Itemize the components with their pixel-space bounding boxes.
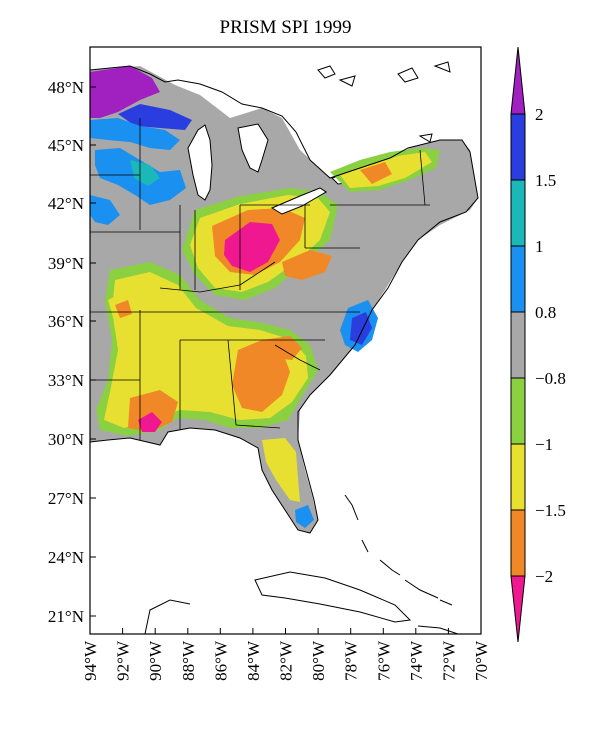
lake-erie-top <box>270 187 327 215</box>
region-dry-magenta-gulf <box>138 412 162 432</box>
lake-michigan <box>187 124 213 201</box>
colorbar-segment <box>510 179 526 247</box>
lon-label: 76°W <box>374 640 393 681</box>
region-dry-orange-ny <box>360 162 392 184</box>
lat-labels: 48°N 45°N 42°N 39°N 36°N 33°N 30°N 27°N … <box>48 78 84 626</box>
region-wet-lightblue-west <box>90 195 120 225</box>
colorbar-label: −1 <box>535 435 553 454</box>
colorbar-segment <box>510 245 526 313</box>
lat-label: 36°N <box>48 312 84 331</box>
lat-label: 27°N <box>48 489 84 508</box>
colorbar-label: −1.5 <box>535 501 566 520</box>
colorbar-label: 0.8 <box>535 303 556 322</box>
region-dry-magenta-ohio <box>224 222 280 272</box>
colorbar-label: 1.5 <box>535 171 556 190</box>
map-title: PRISM SPI 1999 <box>219 17 352 38</box>
colorbar-label: −0.8 <box>535 369 566 388</box>
coastlines <box>90 61 479 634</box>
lat-label: 30°N <box>48 430 84 449</box>
region-wet-blue-north <box>118 104 192 130</box>
colorbar-cap-bottom <box>510 575 526 643</box>
region-wet-cyan <box>130 160 160 186</box>
region-dry-orange-carolina <box>262 336 302 360</box>
colorbar-segment <box>510 509 526 577</box>
colorbar-label: −2 <box>535 567 553 586</box>
lon-ticks <box>89 628 482 634</box>
lon-label: 86°W <box>211 640 230 681</box>
region-dry-orange-mo <box>115 300 132 318</box>
region-above-2 <box>90 66 160 118</box>
lat-ticks <box>90 86 96 617</box>
colorbar-cap-top <box>510 46 526 115</box>
colorbar-label: 2 <box>535 105 544 124</box>
colorbar-segment <box>510 377 526 445</box>
region-dry-orange-ky <box>282 250 332 280</box>
lon-label: 74°W <box>407 640 426 681</box>
region-wet-lightblue-upper <box>90 118 180 150</box>
lat-label: 21°N <box>48 607 84 626</box>
lon-label: 88°W <box>179 640 198 681</box>
region-wet-lightblue-fl <box>295 505 314 528</box>
lat-label: 39°N <box>48 254 84 273</box>
colorbar-segment <box>510 311 526 379</box>
lake-huron <box>237 123 269 173</box>
lon-label: 84°W <box>244 640 263 681</box>
region-dry-yellow-florida <box>262 438 300 502</box>
lat-label: 48°N <box>48 78 84 97</box>
colorbar-label: 1 <box>535 237 544 256</box>
lon-label: 72°W <box>439 640 458 681</box>
colorbar-segment <box>510 443 526 511</box>
state-borders <box>90 118 430 440</box>
lon-label: 70°W <box>472 640 491 681</box>
lat-label: 33°N <box>48 371 84 390</box>
lon-label: 94°W <box>81 640 100 681</box>
lon-labels: 94°W 92°W 90°W 88°W 86°W 84°W 82°W 80°W … <box>81 640 491 681</box>
map-panel <box>90 47 481 634</box>
lon-label: 92°W <box>114 640 133 681</box>
colorbar-segment <box>510 113 526 181</box>
lon-label: 78°W <box>342 640 361 681</box>
lat-label: 45°N <box>48 136 84 155</box>
lat-label: 42°N <box>48 194 84 213</box>
lon-label: 82°W <box>277 640 296 681</box>
lon-label: 80°W <box>309 640 328 681</box>
lat-label: 24°N <box>48 548 84 567</box>
lon-label: 90°W <box>146 640 165 681</box>
colorbar: 2 1.5 1 0.8 −0.8 −1 −1.5 −2 <box>510 46 566 643</box>
